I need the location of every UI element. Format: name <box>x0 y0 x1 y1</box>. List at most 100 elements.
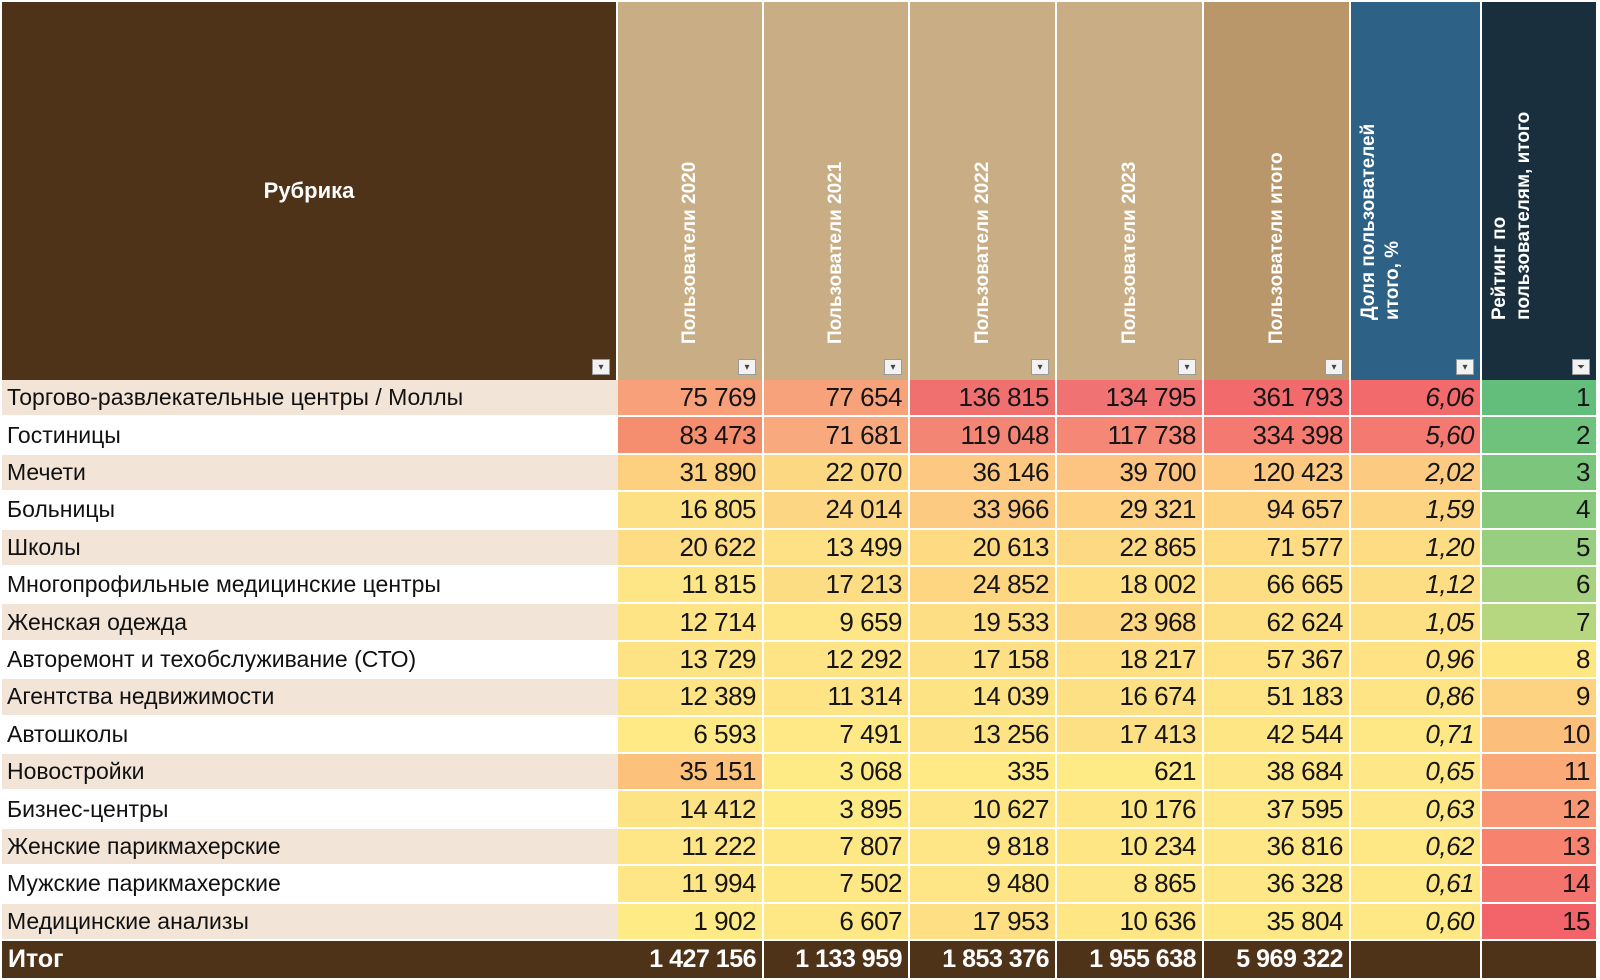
table-cell: 1,20 <box>1351 529 1482 567</box>
table-cell: 12 714 <box>618 604 764 642</box>
table-cell: 24 014 <box>764 492 910 530</box>
row-rubric-name: Женские парикмахерские <box>2 828 618 867</box>
table-cell: 335 <box>910 754 1057 792</box>
table-cell: 5,60 <box>1351 417 1482 455</box>
table-cell: 36 328 <box>1204 866 1351 904</box>
table-cell: 42 544 <box>1204 716 1351 754</box>
dropdown-arrow-icon[interactable]: ▾ <box>884 359 902 375</box>
table-cell: 12 389 <box>618 679 764 717</box>
table-cell: 13 256 <box>910 716 1057 754</box>
header-col-label: Пользователи 2020 <box>679 161 700 344</box>
total-cell <box>1482 941 1598 978</box>
table-cell: 334 398 <box>1204 417 1351 455</box>
table-cell: 31 890 <box>618 454 764 493</box>
table-cell: 13 729 <box>618 641 764 680</box>
table-cell: 11 222 <box>618 828 764 867</box>
row-rubric-name: Больницы <box>2 492 618 530</box>
table-cell: 11 314 <box>764 679 910 717</box>
header-rubric-label: Рубрика <box>263 178 355 203</box>
row-rubric-name: Мужские парикмахерские <box>2 866 618 904</box>
dropdown-arrow-icon[interactable]: ▾ <box>1456 359 1474 375</box>
table-cell: 1 <box>1482 380 1598 418</box>
total-cell: 1 427 156 <box>618 941 764 978</box>
table-cell: 15 <box>1482 903 1598 941</box>
row-rubric-name: Авторемонт и техобслуживание (СТО) <box>2 641 618 680</box>
table-cell: 16 805 <box>618 492 764 530</box>
total-label: Итог <box>2 941 618 978</box>
table-cell: 19 533 <box>910 604 1057 642</box>
table-cell: 10 176 <box>1057 791 1204 829</box>
table-cell: 9 <box>1482 679 1598 717</box>
total-cell <box>1351 941 1482 978</box>
row-rubric-name: Школы <box>2 529 618 567</box>
table-cell: 3 068 <box>764 754 910 792</box>
dropdown-arrow-icon[interactable]: ▾ <box>1325 359 1343 375</box>
row-rubric-name: Торгово-развлекательные центры / Моллы <box>2 380 618 418</box>
row-rubric-name: Многопрофильные медицинские центры <box>2 567 618 605</box>
table-cell: 14 039 <box>910 679 1057 717</box>
table-cell: 16 674 <box>1057 679 1204 717</box>
table-cell: 20 613 <box>910 529 1057 567</box>
table-cell: 3 <box>1482 454 1598 493</box>
header-col-label: Пользователи итого <box>1265 152 1287 344</box>
table-cell: 22 865 <box>1057 529 1204 567</box>
header-col-5: Пользователи итого ▾ <box>1204 2 1351 380</box>
header-col-label: Рейтинг по пользователям, итого <box>1489 111 1534 320</box>
row-rubric-name: Бизнес-центры <box>2 791 618 829</box>
header-col-6: Доля пользователей итого, % ▾ <box>1351 2 1482 380</box>
table-cell: 7 491 <box>764 716 910 754</box>
header-col-label: Доля пользователей итого, % <box>1358 123 1403 320</box>
total-cell: 5 969 322 <box>1204 941 1351 978</box>
table-cell: 39 700 <box>1057 454 1204 493</box>
table-cell: 117 738 <box>1057 417 1204 455</box>
dropdown-arrow-icon[interactable]: ▾ <box>592 359 610 375</box>
table-cell: 0,63 <box>1351 791 1482 829</box>
dropdown-arrow-icon[interactable]: ▾ <box>738 359 756 375</box>
table-cell: 8 <box>1482 641 1598 680</box>
table-cell: 0,96 <box>1351 641 1482 680</box>
table-cell: 4 <box>1482 492 1598 530</box>
table-cell: 71 681 <box>764 417 910 455</box>
header-rubric: Рубрика ▾ <box>2 2 618 380</box>
table-cell: 0,71 <box>1351 716 1482 754</box>
row-rubric-name: Гостиницы <box>2 417 618 455</box>
dropdown-arrow-icon[interactable]: ▾ <box>1031 359 1049 375</box>
table-cell: 75 769 <box>618 380 764 418</box>
table-cell: 12 <box>1482 791 1598 829</box>
dropdown-arrow-icon[interactable]: ▾ <box>1178 359 1196 375</box>
table-cell: 6 593 <box>618 716 764 754</box>
table-cell: 1 902 <box>618 903 764 941</box>
header-col-label: Пользователи 2023 <box>1118 161 1140 344</box>
table-cell: 11 <box>1482 754 1598 792</box>
table-cell: 8 865 <box>1057 866 1204 904</box>
header-col-label: Пользователи 2022 <box>971 161 993 344</box>
table-cell: 66 665 <box>1204 567 1351 605</box>
table-cell: 37 595 <box>1204 791 1351 829</box>
table-cell: 13 <box>1482 828 1598 867</box>
row-rubric-name: Женская одежда <box>2 604 618 642</box>
table-cell: 17 213 <box>764 567 910 605</box>
table-cell: 0,86 <box>1351 679 1482 717</box>
table-cell: 6 607 <box>764 903 910 941</box>
header-col-label: Пользователи 2021 <box>825 161 846 344</box>
table-cell: 9 659 <box>764 604 910 642</box>
header-col-4: Пользователи 2023 ▾ <box>1057 2 1204 380</box>
row-rubric-name: Мечети <box>2 454 618 493</box>
table-cell: 83 473 <box>618 417 764 455</box>
row-rubric-name: Медицинские анализы <box>2 903 618 941</box>
row-rubric-name: Автошколы <box>2 716 618 754</box>
table-cell: 361 793 <box>1204 380 1351 418</box>
table-cell: 7 807 <box>764 828 910 867</box>
table-cell: 2 <box>1482 417 1598 455</box>
table-cell: 57 367 <box>1204 641 1351 680</box>
table-cell: 35 151 <box>618 754 764 792</box>
table-cell: 10 636 <box>1057 903 1204 941</box>
table-cell: 6,06 <box>1351 380 1482 418</box>
header-col-1: Пользователи 2020 ▾ <box>618 2 764 380</box>
filter-active-icon[interactable]: ⏷ <box>1572 359 1590 375</box>
total-cell: 1 853 376 <box>910 941 1057 978</box>
table-cell: 94 657 <box>1204 492 1351 530</box>
table-cell: 1,12 <box>1351 567 1482 605</box>
table-cell: 11 994 <box>618 866 764 904</box>
